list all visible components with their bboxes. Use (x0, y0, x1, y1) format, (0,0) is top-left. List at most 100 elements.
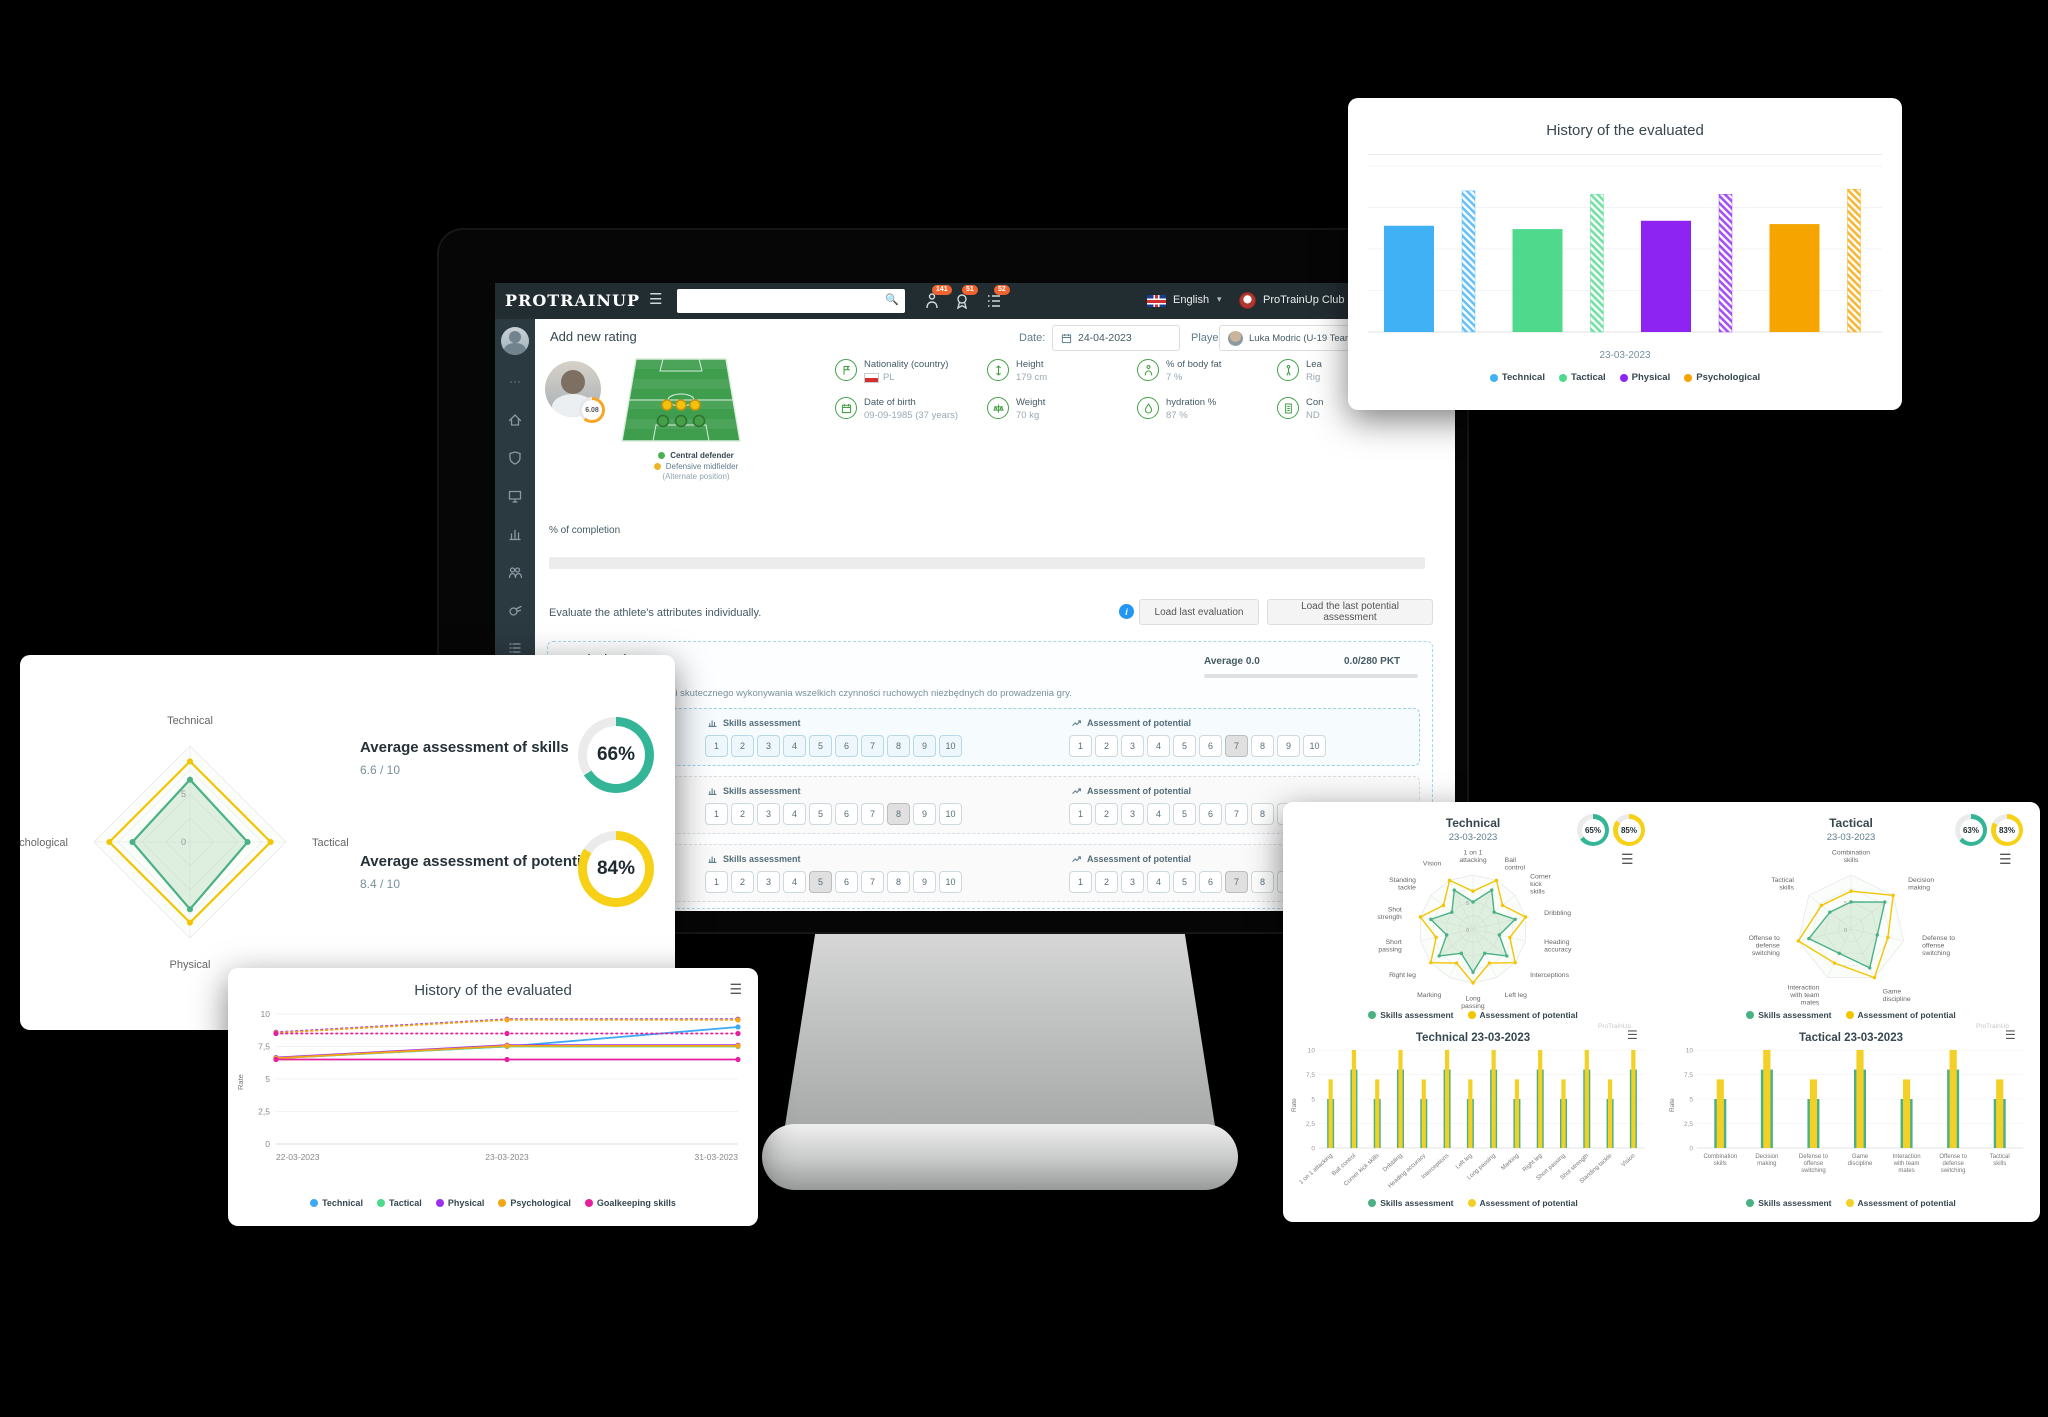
rating-button-2[interactable]: 2 (731, 803, 754, 825)
rating-button-1[interactable]: 1 (705, 735, 728, 757)
rating-button-10[interactable]: 10 (1303, 735, 1326, 757)
rating-button-2[interactable]: 2 (1095, 735, 1118, 757)
chart-menu-icon[interactable]: ☰ (729, 981, 742, 997)
legend-item[interactable]: Tactical (1558, 372, 1606, 383)
rating-button-9[interactable]: 9 (1277, 735, 1300, 757)
legend-item[interactable]: Assessment of potential (1845, 1010, 1956, 1020)
rating-button-2[interactable]: 2 (731, 735, 754, 757)
chart-menu-icon[interactable]: ☰ (1621, 851, 1634, 867)
rating-button-5[interactable]: 5 (809, 871, 832, 893)
trainer-icon[interactable]: 141 (923, 285, 952, 310)
load-last-evaluation-button[interactable]: Load last evaluation (1139, 599, 1259, 625)
rating-button-2[interactable]: 2 (731, 871, 754, 893)
chart-menu-icon[interactable]: ☰ (2005, 1028, 2016, 1042)
rating-button-8[interactable]: 8 (1251, 871, 1274, 893)
rating-button-4[interactable]: 4 (783, 735, 806, 757)
rating-button-3[interactable]: 3 (1121, 871, 1144, 893)
rating-button-10[interactable]: 10 (939, 803, 962, 825)
rating-button-5[interactable]: 5 (809, 803, 832, 825)
rating-button-6[interactable]: 6 (1199, 803, 1222, 825)
sidebar-item-whistle[interactable] (495, 591, 535, 629)
club-crest-icon[interactable] (1239, 292, 1256, 309)
rating-button-3[interactable]: 3 (1121, 735, 1144, 757)
sidebar-item-board[interactable] (495, 477, 535, 515)
search-icon[interactable]: 🔍 (885, 294, 899, 306)
rating-button-1[interactable]: 1 (1069, 735, 1092, 757)
rating-button-4[interactable]: 4 (1147, 871, 1170, 893)
sidebar-item-list[interactable] (495, 629, 535, 667)
load-last-potential-button[interactable]: Load the last potential assessment (1267, 599, 1433, 625)
legend-item[interactable]: Goalkeeping skills (584, 1198, 676, 1208)
legend-item[interactable]: Skills assessment (1746, 1198, 1832, 1208)
rating-button-4[interactable]: 4 (1147, 803, 1170, 825)
sidebar-item-people[interactable] (495, 553, 535, 591)
rating-button-4[interactable]: 4 (1147, 735, 1170, 757)
language-selector[interactable]: English (1173, 294, 1210, 306)
rating-button-3[interactable]: 3 (757, 871, 780, 893)
rating-button-10[interactable]: 10 (939, 735, 962, 757)
legend-item[interactable]: Skills assessment (1368, 1010, 1454, 1020)
player-field[interactable]: Luka Modric (U-19 Team) (1219, 325, 1349, 351)
search-input[interactable] (677, 289, 905, 313)
medal-icon[interactable]: 51 (953, 285, 978, 310)
chart-menu-icon[interactable]: ☰ (1999, 851, 2012, 867)
legend-item[interactable]: Physical (1619, 372, 1670, 383)
tasks-icon[interactable]: 52 (985, 285, 1010, 310)
legend-item[interactable]: Technical (1489, 372, 1545, 383)
legend-item[interactable]: Assessment of potential (1467, 1198, 1578, 1208)
rating-button-1[interactable]: 1 (705, 871, 728, 893)
rating-button-7[interactable]: 7 (861, 803, 884, 825)
rating-button-7[interactable]: 7 (1225, 803, 1248, 825)
rating-button-3[interactable]: 3 (757, 735, 780, 757)
legend-item[interactable]: Skills assessment (1746, 1010, 1832, 1020)
rating-button-7[interactable]: 7 (1225, 871, 1248, 893)
legend-item[interactable]: Tactical (376, 1198, 422, 1208)
sidebar-item-stats[interactable] (495, 515, 535, 553)
rating-button-10[interactable]: 10 (939, 871, 962, 893)
language-flag-icon[interactable] (1147, 295, 1166, 307)
sidebar-item-more[interactable] (495, 363, 535, 401)
rating-button-3[interactable]: 3 (757, 803, 780, 825)
rating-button-6[interactable]: 6 (835, 735, 858, 757)
rating-button-5[interactable]: 5 (1173, 735, 1196, 757)
chevron-down-icon[interactable]: ▾ (1217, 294, 1222, 304)
sidebar-item-home[interactable] (495, 401, 535, 439)
chart-menu-icon[interactable]: ☰ (1627, 1028, 1638, 1042)
rating-button-5[interactable]: 5 (809, 735, 832, 757)
rating-button-3[interactable]: 3 (1121, 803, 1144, 825)
rating-button-2[interactable]: 2 (1095, 871, 1118, 893)
rating-button-2[interactable]: 2 (1095, 803, 1118, 825)
rating-button-8[interactable]: 8 (1251, 803, 1274, 825)
rating-button-8[interactable]: 8 (887, 803, 910, 825)
rating-button-1[interactable]: 1 (1069, 803, 1092, 825)
rating-button-4[interactable]: 4 (783, 803, 806, 825)
rating-button-9[interactable]: 9 (913, 735, 936, 757)
date-field[interactable]: 24-04-2023 (1052, 325, 1180, 351)
legend-item[interactable]: Physical (435, 1198, 484, 1208)
rating-button-8[interactable]: 8 (887, 871, 910, 893)
rating-button-8[interactable]: 8 (1251, 735, 1274, 757)
rating-button-6[interactable]: 6 (835, 871, 858, 893)
rating-button-6[interactable]: 6 (835, 803, 858, 825)
sidebar-item-shield[interactable] (495, 439, 535, 477)
rating-button-6[interactable]: 6 (1199, 871, 1222, 893)
rating-button-6[interactable]: 6 (1199, 735, 1222, 757)
rating-button-7[interactable]: 7 (1225, 735, 1248, 757)
rating-button-1[interactable]: 1 (1069, 871, 1092, 893)
rating-button-9[interactable]: 9 (913, 803, 936, 825)
legend-item[interactable]: Assessment of potential (1845, 1198, 1956, 1208)
rating-button-7[interactable]: 7 (861, 735, 884, 757)
legend-item[interactable]: Skills assessment (1368, 1198, 1454, 1208)
rating-button-9[interactable]: 9 (913, 871, 936, 893)
rating-button-8[interactable]: 8 (887, 735, 910, 757)
rating-button-7[interactable]: 7 (861, 871, 884, 893)
legend-item[interactable]: Technical (310, 1198, 363, 1208)
rating-button-1[interactable]: 1 (705, 803, 728, 825)
rating-button-5[interactable]: 5 (1173, 871, 1196, 893)
legend-item[interactable]: Psychological (498, 1198, 571, 1208)
rating-button-5[interactable]: 5 (1173, 803, 1196, 825)
rating-button-4[interactable]: 4 (783, 871, 806, 893)
legend-item[interactable]: Psychological (1684, 372, 1760, 383)
info-icon[interactable]: i (1119, 604, 1134, 619)
legend-item[interactable]: Assessment of potential (1467, 1010, 1578, 1020)
